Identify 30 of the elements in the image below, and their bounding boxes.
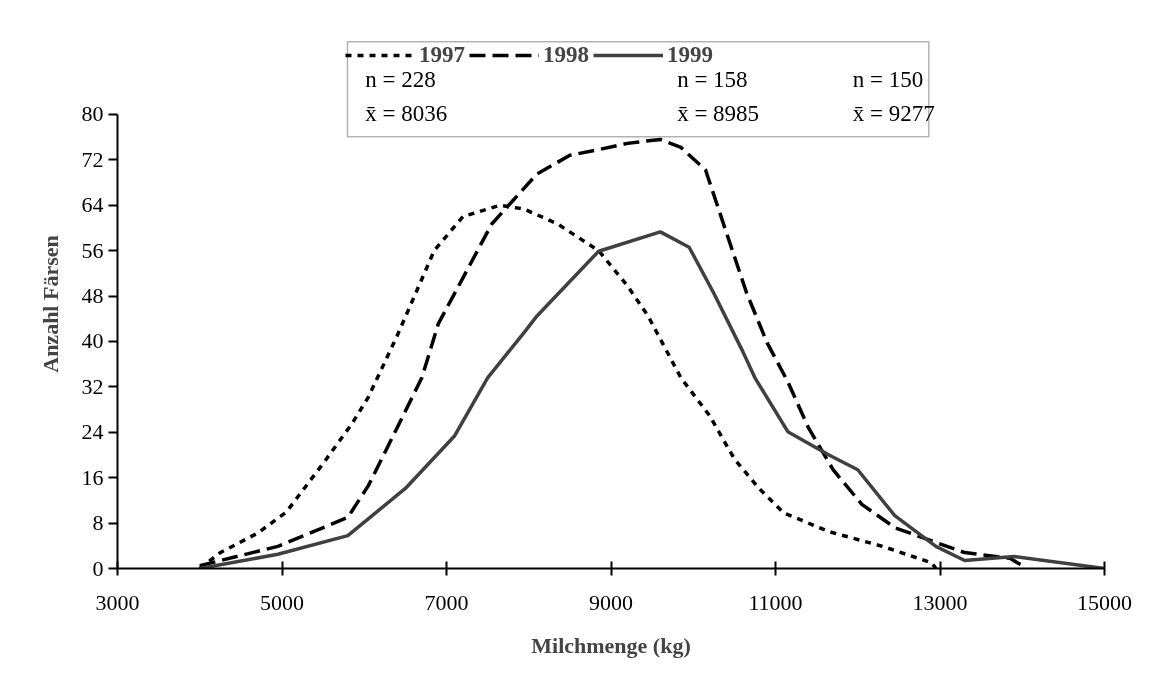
x-tick-label: 11000: [748, 589, 803, 615]
y-tick-label: 80: [81, 101, 104, 127]
y-tick-label: 8: [92, 510, 104, 536]
y-tick-label: 56: [81, 237, 104, 263]
text: n = 150: [852, 66, 924, 92]
legend-label: 1999: [667, 42, 713, 68]
x-tick-label: 3000: [95, 589, 140, 615]
y-tick-label: 48: [81, 283, 104, 309]
text: n = 228: [365, 66, 436, 92]
x-tick-label: 15000: [1077, 589, 1132, 615]
annotation: x̄ = 9277: [852, 101, 935, 127]
y-tick-label: 64: [81, 192, 104, 218]
y-tick-label: 32: [81, 373, 104, 399]
legend-label: 1998: [543, 42, 589, 68]
annotation: x̄ = 8036: [365, 101, 448, 127]
y-tick-label: 16: [81, 464, 104, 490]
annotation: x̄ = 8985: [677, 101, 760, 127]
y-tick-label: 24: [81, 419, 104, 445]
y-tick-label: 0: [92, 555, 104, 581]
y-axis-title: Anzahl Färsen: [37, 235, 63, 373]
legend-label: 1997: [419, 42, 465, 68]
line-series: [198, 230, 1105, 569]
y-tick-label: 72: [81, 146, 104, 172]
text: n = 158: [677, 66, 748, 92]
x-axis-title: Milchmenge (kg): [531, 632, 691, 658]
y-tick-label: 40: [81, 328, 104, 354]
x-tick-label: 9000: [589, 589, 633, 615]
x-tick-label: 5000: [260, 589, 304, 615]
x-tick-label: 13000: [912, 589, 968, 615]
x-tick-label: 7000: [424, 589, 469, 615]
